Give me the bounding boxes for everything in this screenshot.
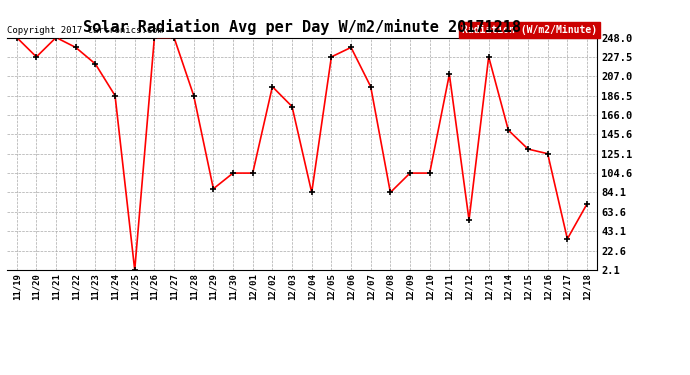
Text: Radiation (W/m2/Minute): Radiation (W/m2/Minute) <box>462 25 597 35</box>
Text: Copyright 2017 Cartronics.com: Copyright 2017 Cartronics.com <box>7 26 163 35</box>
Title: Solar Radiation Avg per Day W/m2/minute 20171218: Solar Radiation Avg per Day W/m2/minute … <box>83 19 521 35</box>
